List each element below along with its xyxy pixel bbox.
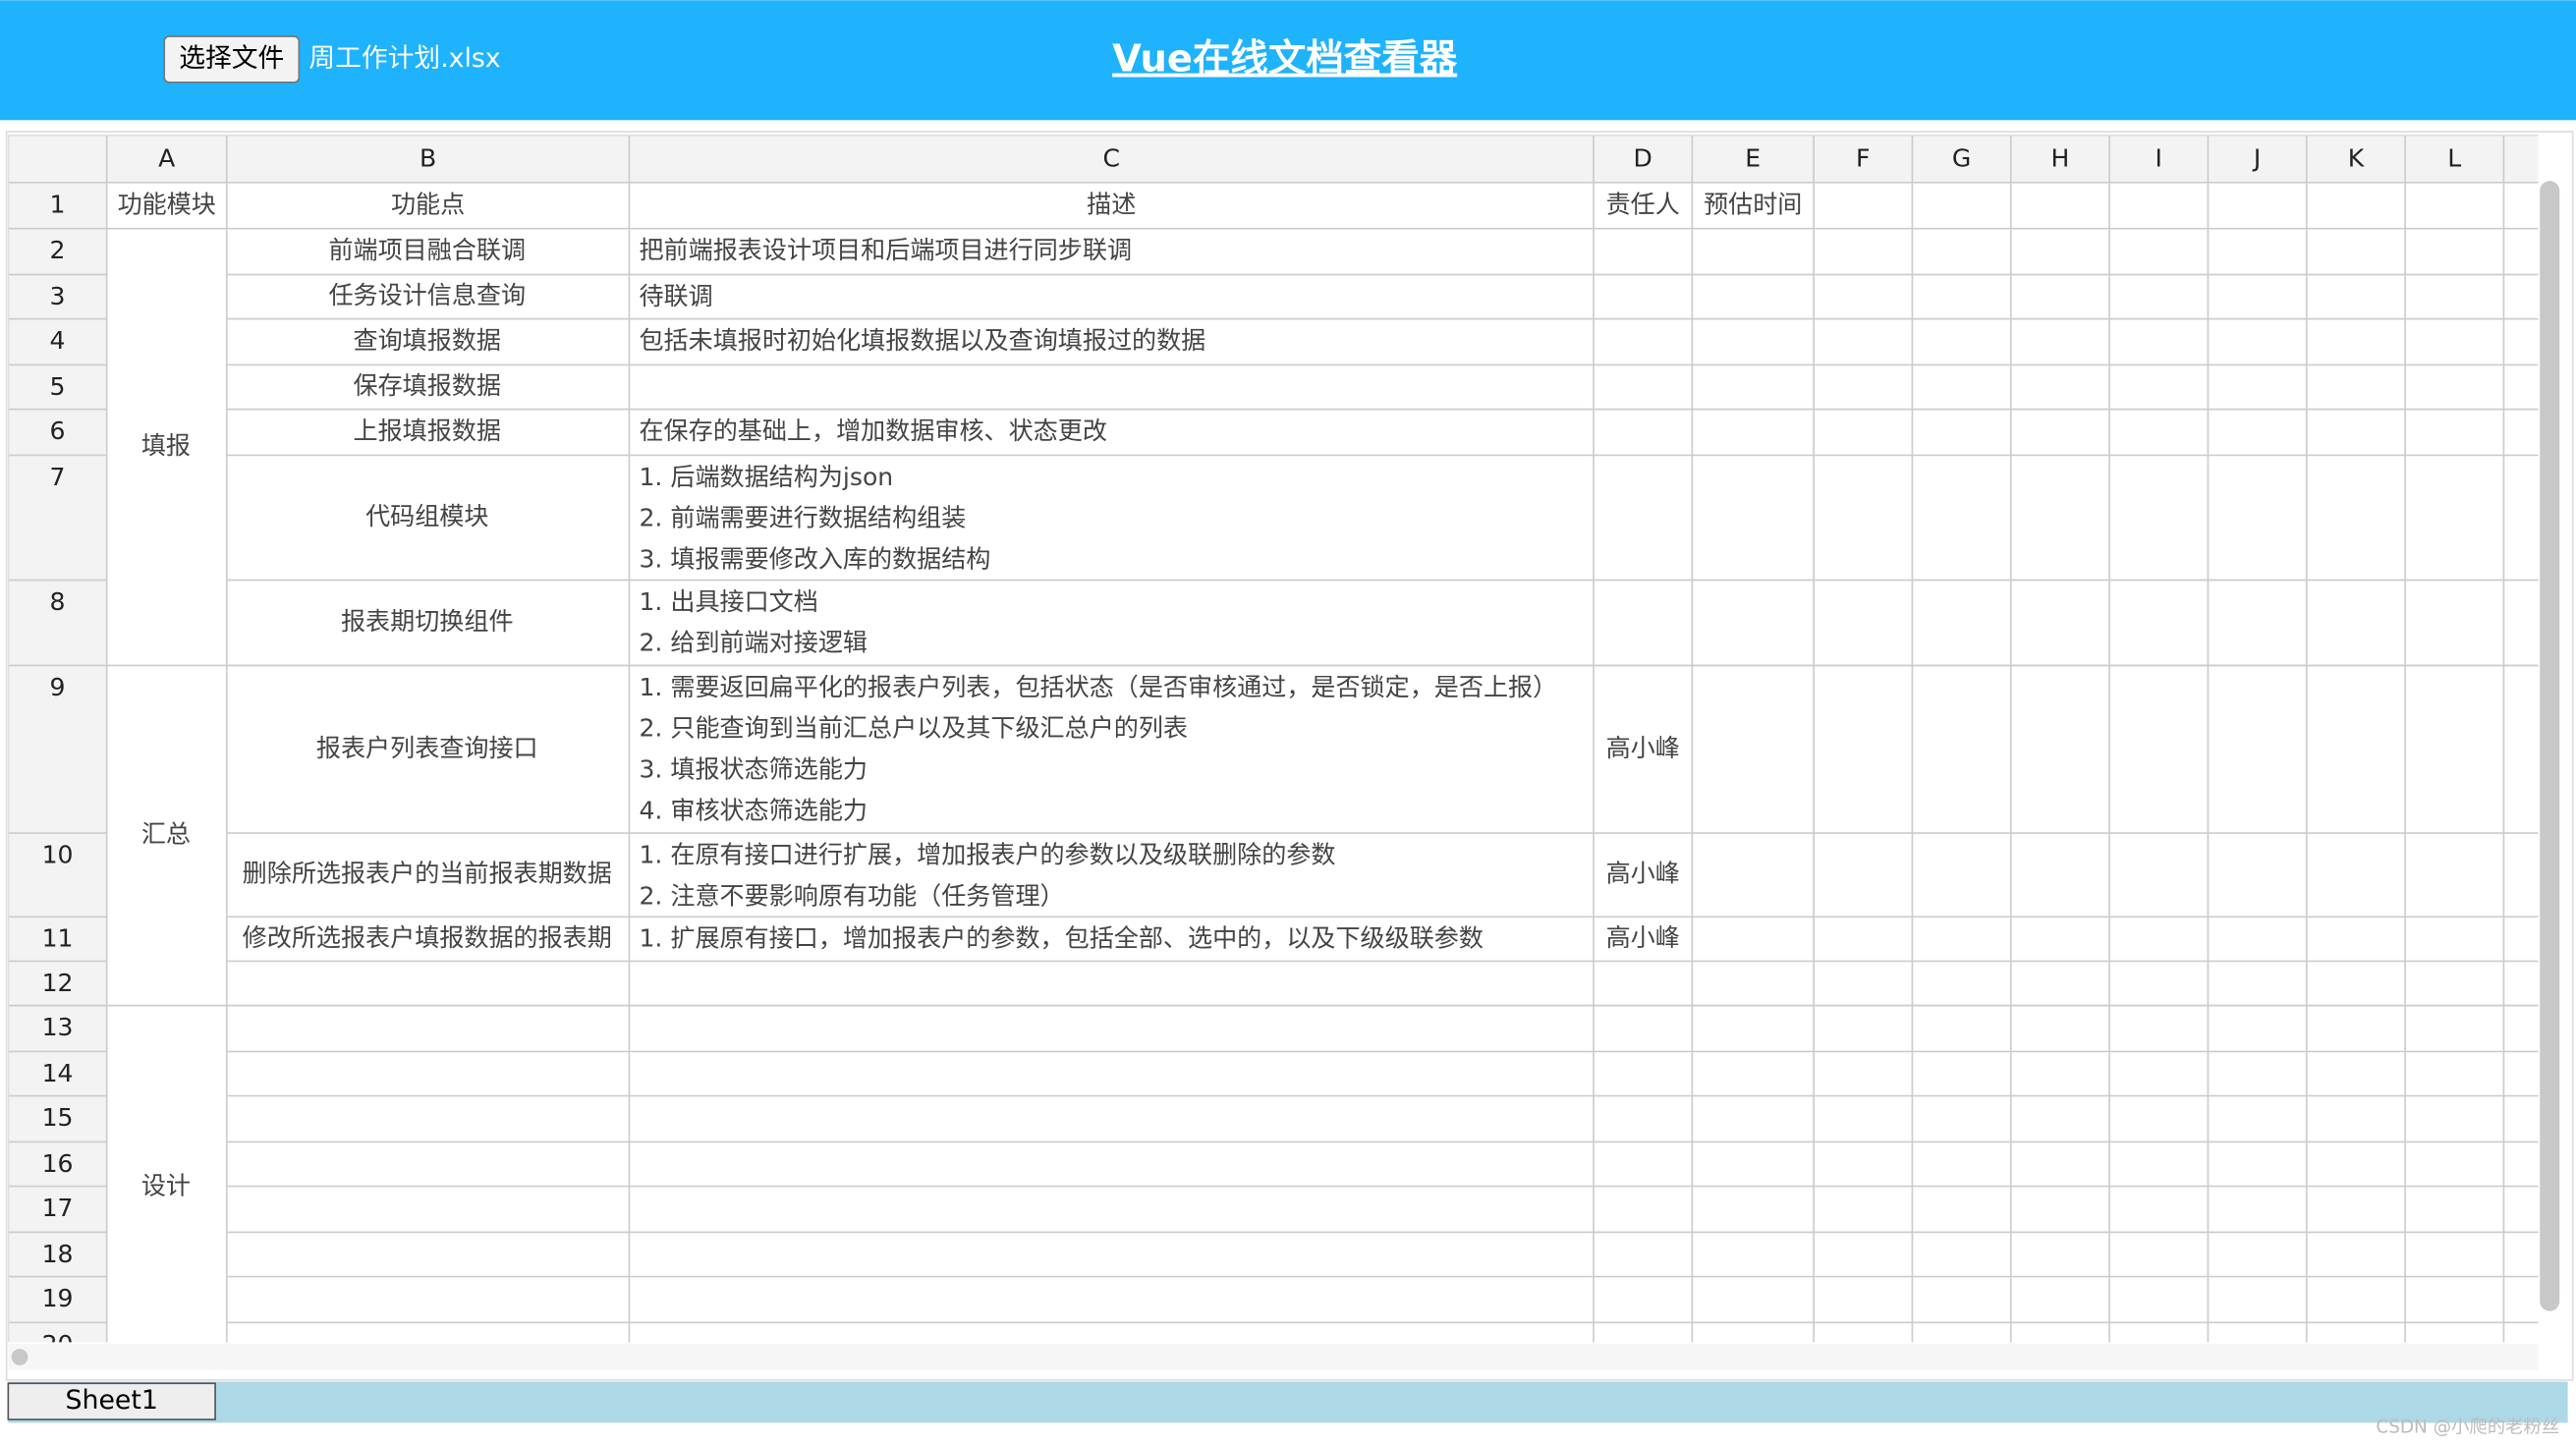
- row-header: 20: [42, 1330, 74, 1359]
- description-line: 1. 在原有接口进行扩展，增加报表户的参数以及级联删除的参数: [639, 840, 1335, 868]
- description-line: 在保存的基础上，增加数据审核、状态更改: [639, 417, 1106, 445]
- row-header: 9: [50, 673, 66, 701]
- row-header: 13: [42, 1013, 74, 1041]
- file-name: 周工作计划.xlsx: [308, 43, 500, 74]
- row-header: 3: [50, 282, 66, 310]
- description-line: 2. 注意不要影响原有功能（任务管理）: [639, 881, 1064, 910]
- column-header: C: [1102, 143, 1120, 172]
- description-line: 2. 前端需要进行数据结构组装: [639, 504, 966, 532]
- point-cell: 前端项目融合联调: [328, 236, 526, 264]
- point-cell: 查询填报数据: [354, 326, 501, 355]
- point-cell: 报表期切换组件: [341, 607, 514, 636]
- v-scrollbar[interactable]: [2540, 181, 2560, 1311]
- row-header: 10: [42, 840, 74, 868]
- point-cell: 修改所选报表户填报数据的报表期: [243, 923, 612, 952]
- row-header: 4: [50, 326, 66, 355]
- description-line: 2. 给到前端对接逻辑: [639, 629, 868, 657]
- row-header: 6: [50, 417, 66, 445]
- table-header: 描述: [1087, 190, 1136, 218]
- column-header: B: [420, 143, 436, 172]
- module-cell: 设计: [141, 1171, 191, 1199]
- sheet-tab[interactable]: [7, 1382, 216, 1420]
- row-header: 2: [50, 236, 66, 264]
- description-line: 把前端报表设计项目和后端项目进行同步联调: [639, 236, 1132, 264]
- page-title: Vue在线文档查看器: [1112, 37, 1458, 82]
- column-header: I: [2156, 143, 2162, 172]
- row-header: 1: [50, 190, 66, 218]
- point-cell: 保存填报数据: [354, 371, 501, 400]
- description-line: 3. 填报状态筛选能力: [639, 754, 868, 783]
- point-cell: 任务设计信息查询: [328, 281, 526, 309]
- column-header-bg: [8, 135, 2539, 183]
- row-header: 15: [42, 1103, 74, 1132]
- row-header: 11: [42, 924, 74, 953]
- table-header: 预估时间: [1704, 190, 1802, 218]
- module-cell: 汇总: [141, 820, 191, 849]
- description-line: 待联调: [639, 282, 712, 310]
- row-header-bg: [8, 135, 107, 1343]
- header-bar: [0, 0, 2576, 121]
- column-header: E: [1745, 143, 1761, 172]
- sheet-frame: [5, 131, 2574, 1381]
- column-header: A: [158, 143, 175, 172]
- grid: ABCDEFGHIJKLM123456789101112131415161718…: [8, 135, 2539, 1359]
- description-line: 3. 填报需要修改入库的数据结构: [639, 544, 990, 573]
- description-line: 4. 审核状态筛选能力: [639, 796, 868, 824]
- description-line: 2. 只能查询到当前汇总户以及其下级汇总户的列表: [639, 714, 1188, 743]
- owner-cell: 高小峰: [1606, 860, 1680, 888]
- row-header: 14: [42, 1059, 74, 1087]
- description-line: 1. 后端数据结构为json: [639, 463, 893, 491]
- file-button[interactable]: [163, 35, 301, 83]
- column-header: K: [2348, 143, 2365, 172]
- row-header: 7: [50, 463, 66, 491]
- column-header: H: [2051, 143, 2070, 172]
- watermark: CSDN @小爬的老粉丝: [2376, 1417, 2559, 1437]
- owner-cell: 高小峰: [1606, 923, 1680, 952]
- h-scrollbar[interactable]: [11, 1349, 28, 1365]
- point-cell: 代码组模块: [365, 502, 488, 530]
- row-header: 17: [42, 1194, 74, 1222]
- point-cell: 报表户列表查询接口: [316, 734, 538, 762]
- row-header: 12: [42, 969, 74, 997]
- column-header: G: [1952, 143, 1971, 172]
- column-header: F: [1856, 143, 1870, 172]
- file-button-label[interactable]: 选择文件: [179, 43, 284, 74]
- module-cell: 填报: [141, 431, 191, 460]
- row-header: 16: [42, 1149, 74, 1178]
- row-header: 19: [42, 1284, 74, 1312]
- description-line: 1. 出具接口文档: [639, 587, 817, 616]
- description-line: 1. 扩展原有接口，增加报表户的参数，包括全部、选中的，以及下级级联参数: [639, 924, 1483, 953]
- row-header: 8: [50, 587, 66, 616]
- table-header: 责任人: [1606, 190, 1680, 218]
- sheet-tab-label[interactable]: Sheet1: [66, 1385, 158, 1416]
- row-header: 18: [42, 1240, 74, 1268]
- column-header: L: [2447, 143, 2461, 172]
- description-line: 包括未填报时初始化填报数据以及查询填报过的数据: [639, 326, 1205, 355]
- h-scroll-track: [8, 1344, 2539, 1370]
- column-header: D: [1634, 143, 1652, 172]
- point-cell: 删除所选报表户的当前报表期数据: [243, 860, 612, 888]
- table-header: 功能模块: [118, 190, 216, 218]
- owner-cell: 高小峰: [1606, 734, 1680, 762]
- point-cell: 上报填报数据: [354, 417, 501, 445]
- table-header: 功能点: [391, 190, 465, 218]
- description-line: 1. 需要返回扁平化的报表户列表，包括状态（是否审核通过，是否锁定，是否上报）: [639, 673, 1557, 701]
- row-header: 5: [50, 372, 66, 401]
- tab-bar: [8, 1381, 2568, 1423]
- column-header: J: [2252, 143, 2261, 172]
